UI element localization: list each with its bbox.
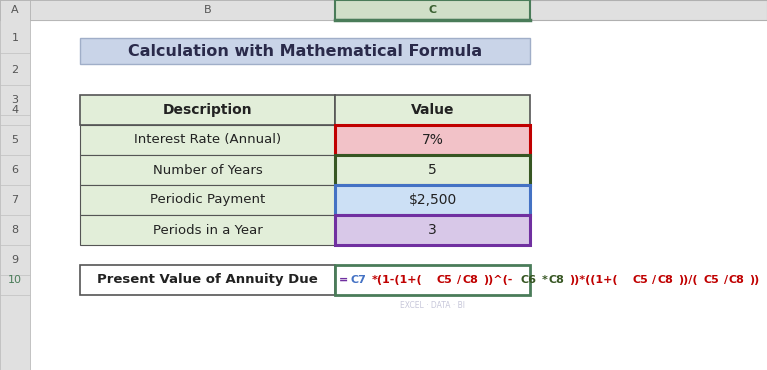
FancyBboxPatch shape — [335, 155, 530, 185]
Text: Periodic Payment: Periodic Payment — [150, 194, 265, 206]
Text: C6: C6 — [521, 275, 537, 285]
Text: 1: 1 — [12, 33, 18, 43]
Text: Description: Description — [163, 103, 252, 117]
Text: Periods in a Year: Periods in a Year — [153, 223, 262, 236]
Text: /: / — [457, 275, 461, 285]
Text: C8: C8 — [658, 275, 673, 285]
Text: )): )) — [749, 275, 760, 285]
Text: Interest Rate (Annual): Interest Rate (Annual) — [134, 134, 281, 147]
Text: C5: C5 — [703, 275, 719, 285]
FancyBboxPatch shape — [80, 185, 335, 215]
FancyBboxPatch shape — [335, 0, 530, 20]
Text: 5: 5 — [428, 163, 437, 177]
Text: 2: 2 — [12, 65, 18, 75]
Text: Present Value of Annuity Due: Present Value of Annuity Due — [97, 273, 318, 286]
Text: A: A — [12, 5, 19, 15]
FancyBboxPatch shape — [335, 185, 530, 215]
FancyBboxPatch shape — [335, 125, 530, 155]
Text: C8: C8 — [463, 275, 479, 285]
Text: ))*((1+(: ))*((1+( — [569, 275, 618, 285]
Text: /: / — [653, 275, 657, 285]
Text: 8: 8 — [12, 225, 18, 235]
Text: =: = — [339, 275, 348, 285]
FancyBboxPatch shape — [80, 95, 335, 125]
Text: 9: 9 — [12, 255, 18, 265]
Text: C5: C5 — [632, 275, 648, 285]
Text: 6: 6 — [12, 165, 18, 175]
FancyBboxPatch shape — [335, 215, 530, 245]
Polygon shape — [2, 2, 28, 18]
Text: Value: Value — [411, 103, 454, 117]
Text: *(1-(1+(: *(1-(1+( — [371, 275, 422, 285]
FancyBboxPatch shape — [80, 125, 335, 155]
Text: B: B — [204, 5, 212, 15]
Text: 5: 5 — [12, 135, 18, 145]
Text: Number of Years: Number of Years — [153, 164, 262, 176]
Text: C8: C8 — [549, 275, 565, 285]
Text: C: C — [429, 5, 436, 15]
FancyBboxPatch shape — [30, 0, 335, 20]
FancyBboxPatch shape — [0, 0, 30, 370]
FancyBboxPatch shape — [0, 0, 767, 20]
Text: *: * — [542, 275, 548, 285]
Text: 7: 7 — [12, 195, 18, 205]
Text: EXCEL · DATA · BI: EXCEL · DATA · BI — [400, 300, 465, 309]
Text: C8: C8 — [729, 275, 745, 285]
Text: 3: 3 — [428, 223, 437, 237]
Text: ))^(-: ))^(- — [483, 275, 512, 285]
FancyBboxPatch shape — [80, 215, 335, 245]
Text: 10: 10 — [8, 275, 22, 285]
Text: C5: C5 — [436, 275, 453, 285]
Text: C7: C7 — [351, 275, 367, 285]
Text: Calculation with Mathematical Formula: Calculation with Mathematical Formula — [128, 44, 482, 58]
Text: 4: 4 — [12, 105, 18, 115]
Text: 7%: 7% — [422, 133, 443, 147]
Text: 3: 3 — [12, 95, 18, 105]
Text: /: / — [724, 275, 728, 285]
FancyBboxPatch shape — [335, 95, 530, 125]
FancyBboxPatch shape — [80, 155, 335, 185]
Text: $2,500: $2,500 — [408, 193, 456, 207]
FancyBboxPatch shape — [80, 265, 335, 295]
FancyBboxPatch shape — [335, 265, 530, 295]
Text: ))/(: ))/( — [678, 275, 698, 285]
FancyBboxPatch shape — [80, 38, 530, 64]
